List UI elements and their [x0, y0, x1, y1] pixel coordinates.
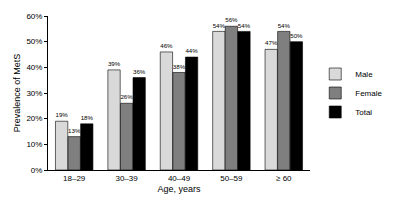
svg-text:20%: 20%: [26, 114, 42, 123]
svg-text:39%: 39%: [108, 60, 121, 67]
svg-text:Female: Female: [355, 89, 382, 98]
svg-text:18%: 18%: [81, 114, 94, 121]
svg-text:0%: 0%: [31, 166, 43, 175]
svg-text:44%: 44%: [185, 47, 198, 54]
svg-text:54%: 54%: [238, 22, 251, 29]
svg-text:≥ 60: ≥ 60: [276, 174, 292, 183]
svg-text:40–49: 40–49: [168, 174, 191, 183]
svg-text:26%: 26%: [120, 93, 133, 100]
svg-text:Total: Total: [355, 108, 372, 117]
svg-text:Male: Male: [355, 70, 373, 79]
svg-text:13%: 13%: [68, 127, 81, 134]
svg-text:54%: 54%: [213, 22, 226, 29]
svg-text:56%: 56%: [225, 16, 238, 23]
svg-text:40%: 40%: [26, 63, 42, 72]
svg-text:Age, years: Age, years: [157, 184, 201, 194]
svg-text:60%: 60%: [26, 12, 42, 21]
svg-text:38%: 38%: [173, 63, 186, 70]
svg-text:47%: 47%: [265, 39, 278, 46]
svg-text:50–59: 50–59: [220, 174, 243, 183]
svg-text:Prevalence of MetS: Prevalence of MetS: [12, 54, 22, 133]
svg-text:36%: 36%: [133, 68, 146, 75]
svg-text:18–29: 18–29: [63, 174, 86, 183]
svg-text:54%: 54%: [278, 22, 291, 29]
svg-text:46%: 46%: [160, 42, 173, 49]
svg-text:30%: 30%: [26, 89, 42, 98]
svg-text:50%: 50%: [290, 32, 303, 39]
svg-text:10%: 10%: [26, 140, 42, 149]
svg-text:50%: 50%: [26, 37, 42, 46]
svg-text:19%: 19%: [55, 111, 68, 118]
svg-text:30–39: 30–39: [115, 174, 138, 183]
